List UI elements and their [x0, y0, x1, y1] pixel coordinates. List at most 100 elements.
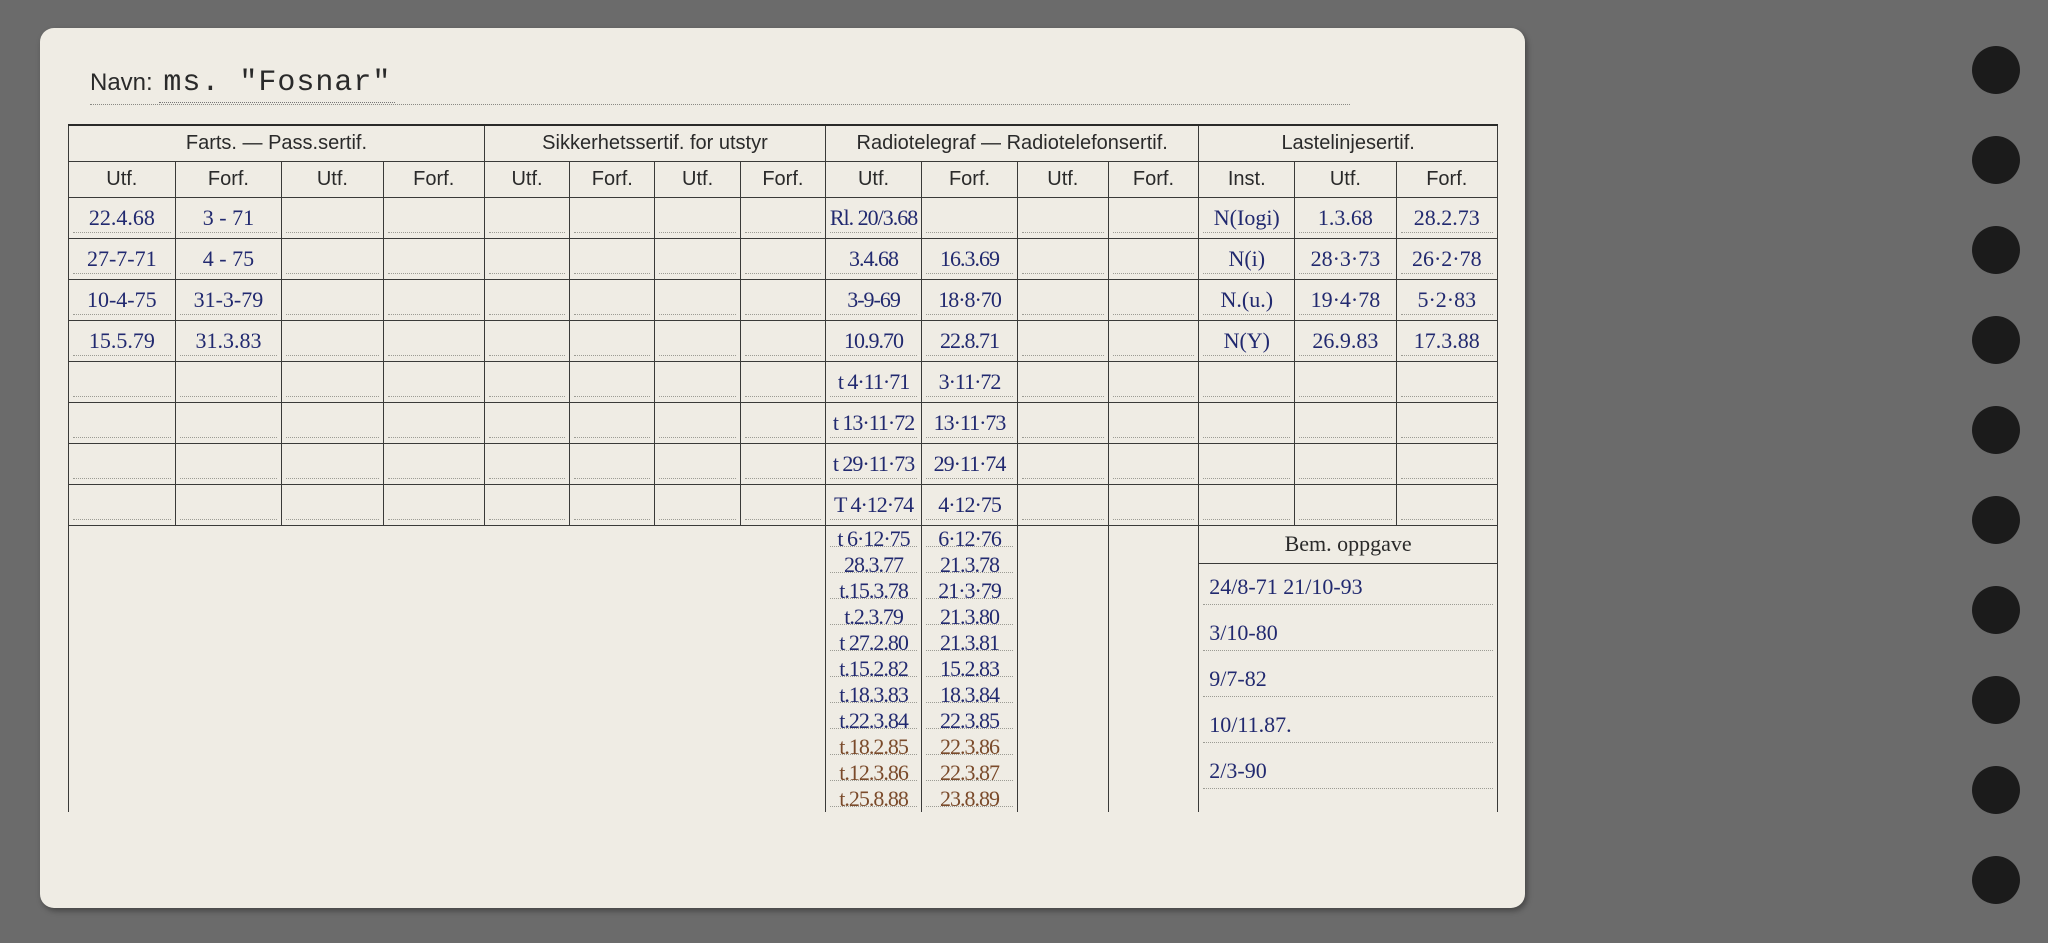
section-farts: Farts. — Pass.sertif.	[69, 125, 485, 162]
table-cell: 22.3.87	[922, 760, 1017, 786]
table-cell: N.(u.)	[1199, 280, 1295, 321]
table-cell	[484, 485, 569, 526]
table-cell	[1108, 198, 1199, 239]
table-cell	[1018, 198, 1109, 239]
table-cell	[1018, 321, 1109, 362]
section-laste: Lastelinjesertif.	[1199, 125, 1498, 162]
navn-field: Navn: ms. "Fosnar"	[90, 66, 395, 100]
table-cell: 3-9-69	[826, 280, 922, 321]
table-cell	[383, 280, 484, 321]
table-cell	[1018, 280, 1109, 321]
table-row: t 4·11·713·11·72	[69, 362, 1498, 403]
table-cell: Rl. 20/3.68	[826, 198, 922, 239]
table-cell: t 27.2.80	[826, 630, 921, 656]
table-cell: 18·8·70	[922, 280, 1018, 321]
table-cell	[1295, 362, 1396, 403]
table-cell	[484, 362, 569, 403]
table-row: T 4·12·744·12·75	[69, 485, 1498, 526]
col-forf: Forf.	[1396, 162, 1497, 198]
binder-holes	[1966, 0, 2026, 943]
table-cell	[1108, 321, 1199, 362]
table-cell	[1199, 362, 1295, 403]
col-utf: Utf.	[1018, 162, 1109, 198]
navn-value: ms. "Fosnar"	[159, 66, 395, 103]
table-row: t.22.3.8422.3.85	[826, 708, 1017, 734]
table-row: 10/11.87.	[1199, 702, 1497, 748]
table-cell	[922, 198, 1018, 239]
table-row: t.15.2.8215.2.83	[826, 656, 1017, 682]
table-cell	[282, 403, 383, 444]
table-cell	[383, 485, 484, 526]
table-cell: 26·2·78	[1396, 239, 1497, 280]
col-utf: Utf.	[1295, 162, 1396, 198]
table-cell	[484, 403, 569, 444]
table-row: t 27.2.8021.3.81	[826, 630, 1017, 656]
table-row: 28.3.7721.3.78	[826, 552, 1017, 578]
table-row: 15.5.7931.3.8310.9.7022.8.71N(Y)26.9.831…	[69, 321, 1498, 362]
table-cell	[282, 485, 383, 526]
table-cell	[383, 321, 484, 362]
table-cell: T 4·12·74	[826, 485, 922, 526]
table-cell	[1199, 444, 1295, 485]
table-row: 22.4.683 - 71Rl. 20/3.68N(Iogi)1.3.6828.…	[69, 198, 1498, 239]
table-cell: 23.8.89	[922, 786, 1017, 812]
table-cell	[1295, 444, 1396, 485]
table-cell	[655, 321, 740, 362]
table-cell	[1018, 362, 1109, 403]
table-cell: t 13·11·72	[826, 403, 922, 444]
table-cell: t.18.2.85	[826, 734, 921, 760]
table-cell	[570, 362, 655, 403]
table-cell	[69, 485, 176, 526]
table-cell	[655, 444, 740, 485]
table-cell: 17.3.88	[1396, 321, 1497, 362]
table-cell: 4·12·75	[922, 485, 1018, 526]
table-cell: t.2.3.79	[826, 604, 921, 630]
table-row: 9/7-82	[1199, 656, 1497, 702]
table-cell: 4 - 75	[175, 239, 282, 280]
table-cell	[69, 362, 176, 403]
table-cell	[570, 403, 655, 444]
table-cell	[69, 444, 176, 485]
table-row: t.25.8.8823.8.89	[826, 786, 1017, 812]
table-cell	[1018, 239, 1109, 280]
table-cell	[1295, 403, 1396, 444]
table-cell: 10.9.70	[826, 321, 922, 362]
table-row: t.12.3.8622.3.87	[826, 760, 1017, 786]
table-cell	[570, 444, 655, 485]
table-cell: 28.2.73	[1396, 198, 1497, 239]
binder-hole	[1972, 136, 2020, 184]
table-cell: 28·3·73	[1295, 239, 1396, 280]
col-forf: Forf.	[1108, 162, 1199, 198]
table-cell: 31-3-79	[175, 280, 282, 321]
table-cell	[484, 239, 569, 280]
table-cell: N(Iogi)	[1199, 198, 1295, 239]
table-cell	[282, 362, 383, 403]
table-cell	[570, 321, 655, 362]
col-forf: Forf.	[922, 162, 1018, 198]
col-forf: Forf.	[570, 162, 655, 198]
binder-hole	[1972, 226, 2020, 274]
bem-cell: 10/11.87.	[1199, 702, 1497, 748]
table-cell: t.18.3.83	[826, 682, 921, 708]
binder-hole	[1972, 46, 2020, 94]
table-cell: 3.4.68	[826, 239, 922, 280]
table-cell	[1108, 444, 1199, 485]
table-cell	[69, 403, 176, 444]
table-cell: 26.9.83	[1295, 321, 1396, 362]
table-row: t 6·12·756·12·76	[826, 526, 1017, 552]
table-cell	[740, 321, 825, 362]
table-cell: 3 - 71	[175, 198, 282, 239]
table-cell	[740, 239, 825, 280]
table-cell	[655, 239, 740, 280]
table-cell: t.22.3.84	[826, 708, 921, 734]
table-row: 27-7-714 - 753.4.6816.3.69N(i)28·3·7326·…	[69, 239, 1498, 280]
section-bem: Bem. oppgave	[1199, 526, 1498, 564]
table-cell: 21.3.81	[922, 630, 1017, 656]
table-row: 2/3-90	[1199, 748, 1497, 794]
table-cell	[1108, 239, 1199, 280]
navn-underline	[90, 104, 1350, 105]
table-cell	[383, 198, 484, 239]
table-cell: t.25.8.88	[826, 786, 921, 812]
table-cell: 22.3.86	[922, 734, 1017, 760]
table-cell	[1018, 485, 1109, 526]
